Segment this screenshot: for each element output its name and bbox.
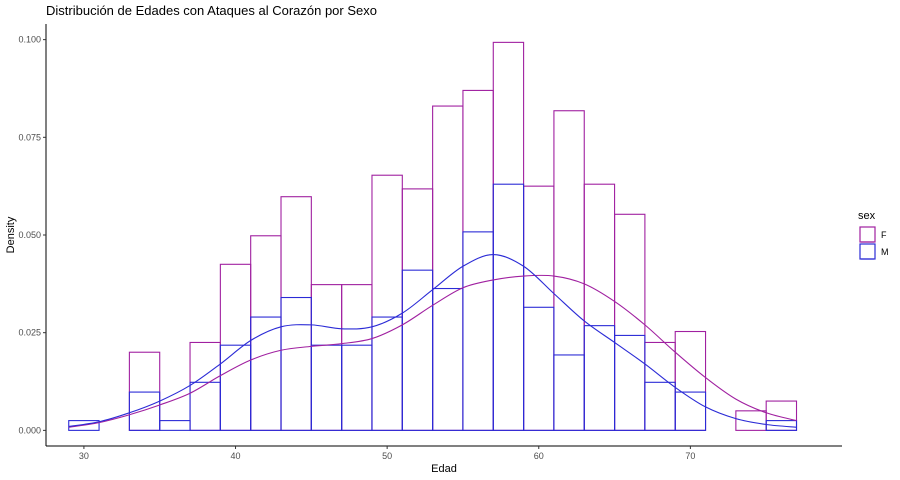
histogram-bar-f: [735, 410, 767, 431]
histogram-bar-f: [583, 183, 616, 431]
density-curve-m: [68, 253, 797, 428]
histogram-bar-f: [553, 110, 585, 431]
histogram-bar-m: [280, 296, 312, 431]
histogram-bar-m: [219, 344, 252, 431]
histogram-bar-f: [674, 330, 707, 431]
histogram-bar-f: [492, 41, 525, 431]
legend-label-m: M: [881, 247, 889, 257]
chart-title: Distribución de Edades con Ataques al Co…: [46, 3, 377, 18]
y-tick-label: 0.075: [18, 132, 41, 142]
histogram-bar-m: [371, 316, 403, 431]
histogram-bar-m: [250, 316, 282, 431]
y-axis-title: Density: [5, 216, 17, 253]
histogram-bar-m: [462, 231, 494, 431]
plot-area: [68, 41, 798, 431]
y-tick-label: 0.100: [18, 35, 41, 45]
histogram-bar-f: [523, 185, 555, 431]
histogram-bar-f: [614, 213, 646, 431]
legend-label-f: F: [881, 230, 887, 240]
histogram-bar-m: [492, 183, 525, 431]
x-axis: 30 40 50 60 70: [46, 445, 842, 461]
histogram-bar-m: [432, 287, 464, 431]
histogram-bar-m: [310, 344, 343, 431]
x-tick-label: 40: [231, 451, 241, 461]
y-tick-label: 0.050: [18, 230, 41, 240]
x-tick-label: 60: [534, 451, 544, 461]
histogram-bar-m: [583, 325, 616, 431]
histogram-bar-m: [553, 354, 585, 431]
histogram-bar-f: [280, 196, 312, 431]
histogram-bar-m: [128, 391, 161, 431]
histogram-bar-f: [644, 341, 676, 431]
legend: sex FM: [858, 210, 889, 260]
x-axis-title: Edad: [431, 463, 457, 475]
histogram-bar-m: [523, 306, 555, 431]
histogram-bar-m: [68, 420, 100, 431]
y-tick-label: 0.000: [18, 425, 41, 435]
legend-key-m: [859, 243, 876, 260]
histogram-bar-f: [219, 263, 252, 431]
x-tick-label: 70: [685, 451, 695, 461]
density-curve-f: [68, 274, 797, 428]
histogram-bar-f: [250, 235, 282, 431]
histogram-bar-m: [674, 391, 707, 431]
histogram-bar-f: [310, 284, 343, 431]
y-tick-label: 0.025: [18, 328, 41, 338]
y-axis: 0.000 0.025 0.050 0.075 0.100: [18, 24, 47, 446]
x-tick-label: 50: [382, 451, 392, 461]
histogram-bar-m: [159, 420, 191, 431]
histogram-bar-m: [614, 334, 646, 431]
histogram-bar-f: [371, 174, 403, 431]
histogram-bar-m: [765, 420, 798, 431]
x-tick-label: 30: [79, 451, 89, 461]
histogram-bar-f: [432, 105, 464, 431]
histogram-bar-f: [462, 89, 494, 431]
histogram-bar-m: [401, 269, 434, 431]
histogram-bar-m: [644, 381, 676, 431]
histogram-bar-f: [128, 351, 161, 431]
legend-title: sex: [858, 210, 876, 222]
histogram-bar-f: [189, 341, 221, 431]
histogram-bar-m: [341, 344, 373, 431]
histogram-bar-m: [189, 381, 221, 431]
histogram-bar-f: [341, 284, 373, 431]
legend-key-f: [859, 226, 876, 243]
